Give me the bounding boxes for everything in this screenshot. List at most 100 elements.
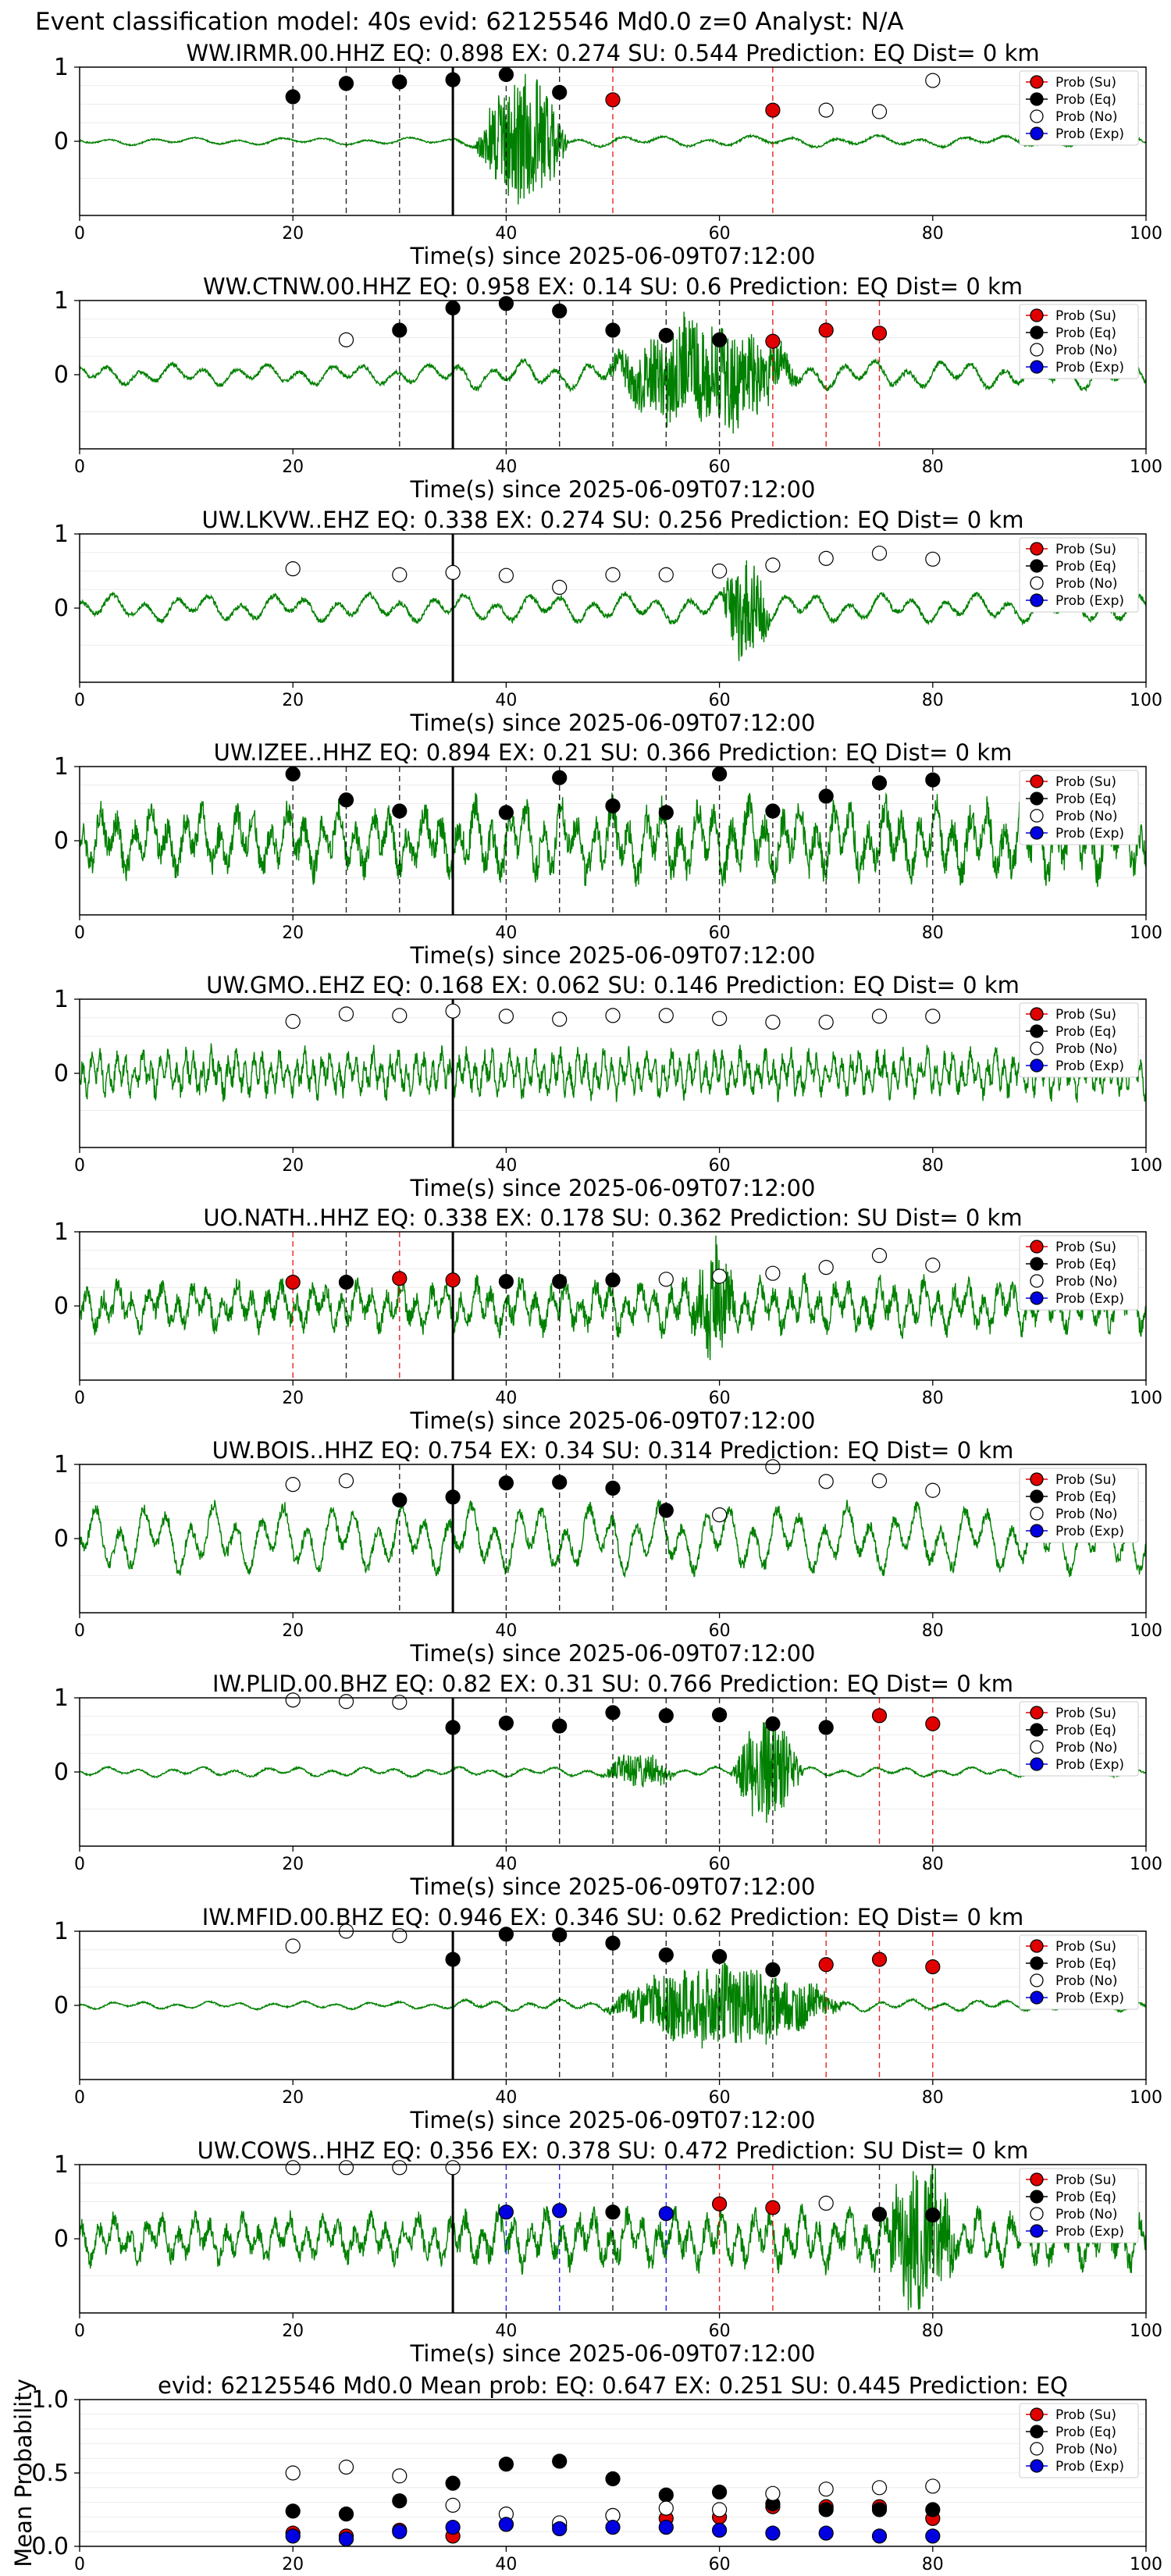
y-tick-label: 0 — [54, 1759, 69, 1786]
x-tick-label: 40 — [495, 1156, 517, 1176]
legend-item-no: Prob (No) — [1026, 1973, 1118, 1989]
x-axis-label: Time(s) since 2025-06-09T07:12:00 — [410, 476, 816, 503]
x-tick-label: 0 — [74, 923, 85, 943]
mean-point-no-20 — [285, 2465, 301, 2481]
legend-item-exp: Prob (Exp) — [1026, 1291, 1124, 1307]
legend: Prob (Su)Prob (Eq)Prob (No)Prob (Exp) — [1019, 1235, 1139, 1311]
x-axis-label: Time(s) since 2025-06-09T07:12:00 — [410, 1640, 816, 1667]
x-axis-label: Time(s) since 2025-06-09T07:12:00 — [410, 942, 816, 969]
prob-point-no-60 — [711, 1507, 728, 1523]
legend-item-exp: Prob (Exp) — [1026, 1991, 1124, 2006]
legend: Prob (Su)Prob (Eq)Prob (No)Prob (Exp) — [1019, 1934, 1139, 2010]
mean-point-eq-60 — [711, 2484, 728, 2500]
prob-point-eq-40 — [498, 296, 514, 311]
prob-point-no-70 — [818, 1474, 834, 1489]
prob-point-eq-50 — [605, 1935, 621, 1951]
mean-point-no-70 — [818, 2482, 834, 2497]
prob-point-no-20 — [285, 2160, 301, 2176]
panel-title: IW.MFID.00.BHZ EQ: 0.946 EX: 0.346 SU: 0… — [202, 1904, 1024, 1930]
prob-point-no-80 — [925, 1258, 941, 1273]
x-tick-label: 40 — [495, 691, 517, 710]
prob-point-no-60 — [711, 1011, 728, 1026]
legend: Prob (Su)Prob (Eq)Prob (No)Prob (Exp) — [1019, 2168, 1139, 2243]
prob-point-no-50 — [605, 1008, 621, 1023]
y-tick-label: 0.5 — [31, 2460, 69, 2487]
legend-label-su: Prob (Su) — [1055, 1472, 1116, 1488]
legend-label-no: Prob (No) — [1055, 2207, 1118, 2222]
x-tick-label: 100 — [1130, 224, 1162, 244]
x-tick-label: 40 — [495, 457, 517, 477]
prob-point-eq-60 — [711, 332, 728, 347]
prob-point-eq-40 — [498, 805, 514, 820]
station-panel-1: WW.IRMR.00.HHZ EQ: 0.898 EX: 0.274 SU: 0… — [54, 40, 1162, 269]
x-tick-label: 100 — [1130, 1389, 1162, 1408]
legend-frame — [1019, 70, 1139, 146]
mean-point-exp-30 — [392, 2524, 408, 2539]
prob-point-eq-20 — [285, 89, 301, 105]
y-tick-label: 1 — [54, 54, 69, 81]
y-tick-label: 1 — [54, 1918, 69, 1945]
panel-title: UW.IZEE..HHZ EQ: 0.894 EX: 0.21 SU: 0.36… — [214, 739, 1013, 766]
x-tick-label: 100 — [1130, 691, 1162, 710]
legend-marker-su — [1030, 1939, 1044, 1953]
legend-marker-no — [1030, 109, 1044, 123]
x-tick-label: 60 — [709, 1389, 731, 1408]
prob-point-su-65 — [765, 2200, 781, 2215]
legend-label-no: Prob (No) — [1055, 1507, 1118, 1522]
legend-marker-exp — [1030, 2459, 1044, 2473]
legend-item-su: Prob (Su) — [1026, 2407, 1116, 2423]
legend: Prob (Su)Prob (Eq)Prob (No)Prob (Exp) — [1019, 2403, 1139, 2478]
x-tick-label: 40 — [495, 2088, 517, 2108]
legend-marker-no — [1030, 343, 1044, 357]
prob-point-eq-65 — [765, 803, 781, 819]
x-tick-label: 100 — [1130, 923, 1162, 943]
mean-probability-panel: evid: 62125546 Md0.0 Mean prob: EQ: 0.64… — [10, 2372, 1162, 2574]
legend-frame — [1019, 1701, 1139, 1777]
station-panel-8: IW.PLID.00.BHZ EQ: 0.82 EX: 0.31 SU: 0.7… — [54, 1670, 1162, 1900]
y-tick-label: 0 — [54, 1060, 69, 1087]
legend-marker-su — [1030, 75, 1044, 89]
waveform-trace — [80, 1043, 1146, 1103]
mean-point-exp-35 — [445, 2519, 461, 2535]
prob-point-eq-45 — [552, 303, 568, 318]
prob-point-no-35 — [445, 2160, 461, 2176]
x-tick-label: 80 — [922, 457, 944, 477]
legend-label-exp: Prob (Exp) — [1055, 1059, 1124, 1074]
x-tick-label: 60 — [709, 1621, 731, 1641]
legend-marker-no — [1030, 1041, 1044, 1055]
prob-point-eq-30 — [392, 1492, 408, 1508]
legend-frame — [1019, 1468, 1139, 1543]
prob-point-no-40 — [498, 568, 514, 583]
legend-marker-su — [1030, 308, 1044, 322]
prob-point-no-55 — [658, 567, 674, 582]
legend-item-no: Prob (No) — [1026, 1041, 1118, 1057]
legend-label-exp: Prob (Exp) — [1055, 1757, 1124, 1773]
legend-item-exp: Prob (Exp) — [1026, 593, 1124, 609]
legend: Prob (Su)Prob (Eq)Prob (No)Prob (Exp) — [1019, 1468, 1139, 1543]
legend-label-eq: Prob (Eq) — [1055, 1489, 1116, 1505]
prob-point-no-40 — [498, 1009, 514, 1024]
legend-marker-su — [1030, 774, 1044, 788]
legend-item-eq: Prob (Eq) — [1026, 1956, 1116, 1972]
prob-point-eq-30 — [392, 74, 408, 90]
legend-marker-exp — [1030, 826, 1044, 840]
prob-point-eq-20 — [285, 766, 301, 782]
prob-point-su-75 — [871, 1708, 888, 1724]
prob-point-no-75 — [871, 1009, 888, 1024]
mean-point-eq-80 — [925, 2502, 941, 2517]
legend-item-no: Prob (No) — [1026, 343, 1118, 358]
prob-point-eq-35 — [445, 72, 461, 87]
x-tick-label: 80 — [922, 2322, 944, 2341]
x-tick-label: 0 — [74, 2555, 85, 2574]
legend-marker-eq — [1030, 1024, 1044, 1038]
legend-marker-eq — [1030, 2190, 1044, 2204]
legend-marker-exp — [1030, 2224, 1044, 2238]
legend-label-no: Prob (No) — [1055, 2442, 1118, 2457]
prob-point-su-75 — [871, 1952, 888, 1967]
legend-item-eq: Prob (Eq) — [1026, 2190, 1116, 2205]
station-panel-10: UW.COWS..HHZ EQ: 0.356 EX: 0.378 SU: 0.4… — [54, 2137, 1162, 2367]
legend-item-exp: Prob (Exp) — [1026, 1059, 1124, 1074]
waveform-trace — [80, 2165, 1146, 2311]
legend-marker-no — [1030, 1973, 1044, 1987]
x-tick-label: 60 — [709, 224, 731, 244]
